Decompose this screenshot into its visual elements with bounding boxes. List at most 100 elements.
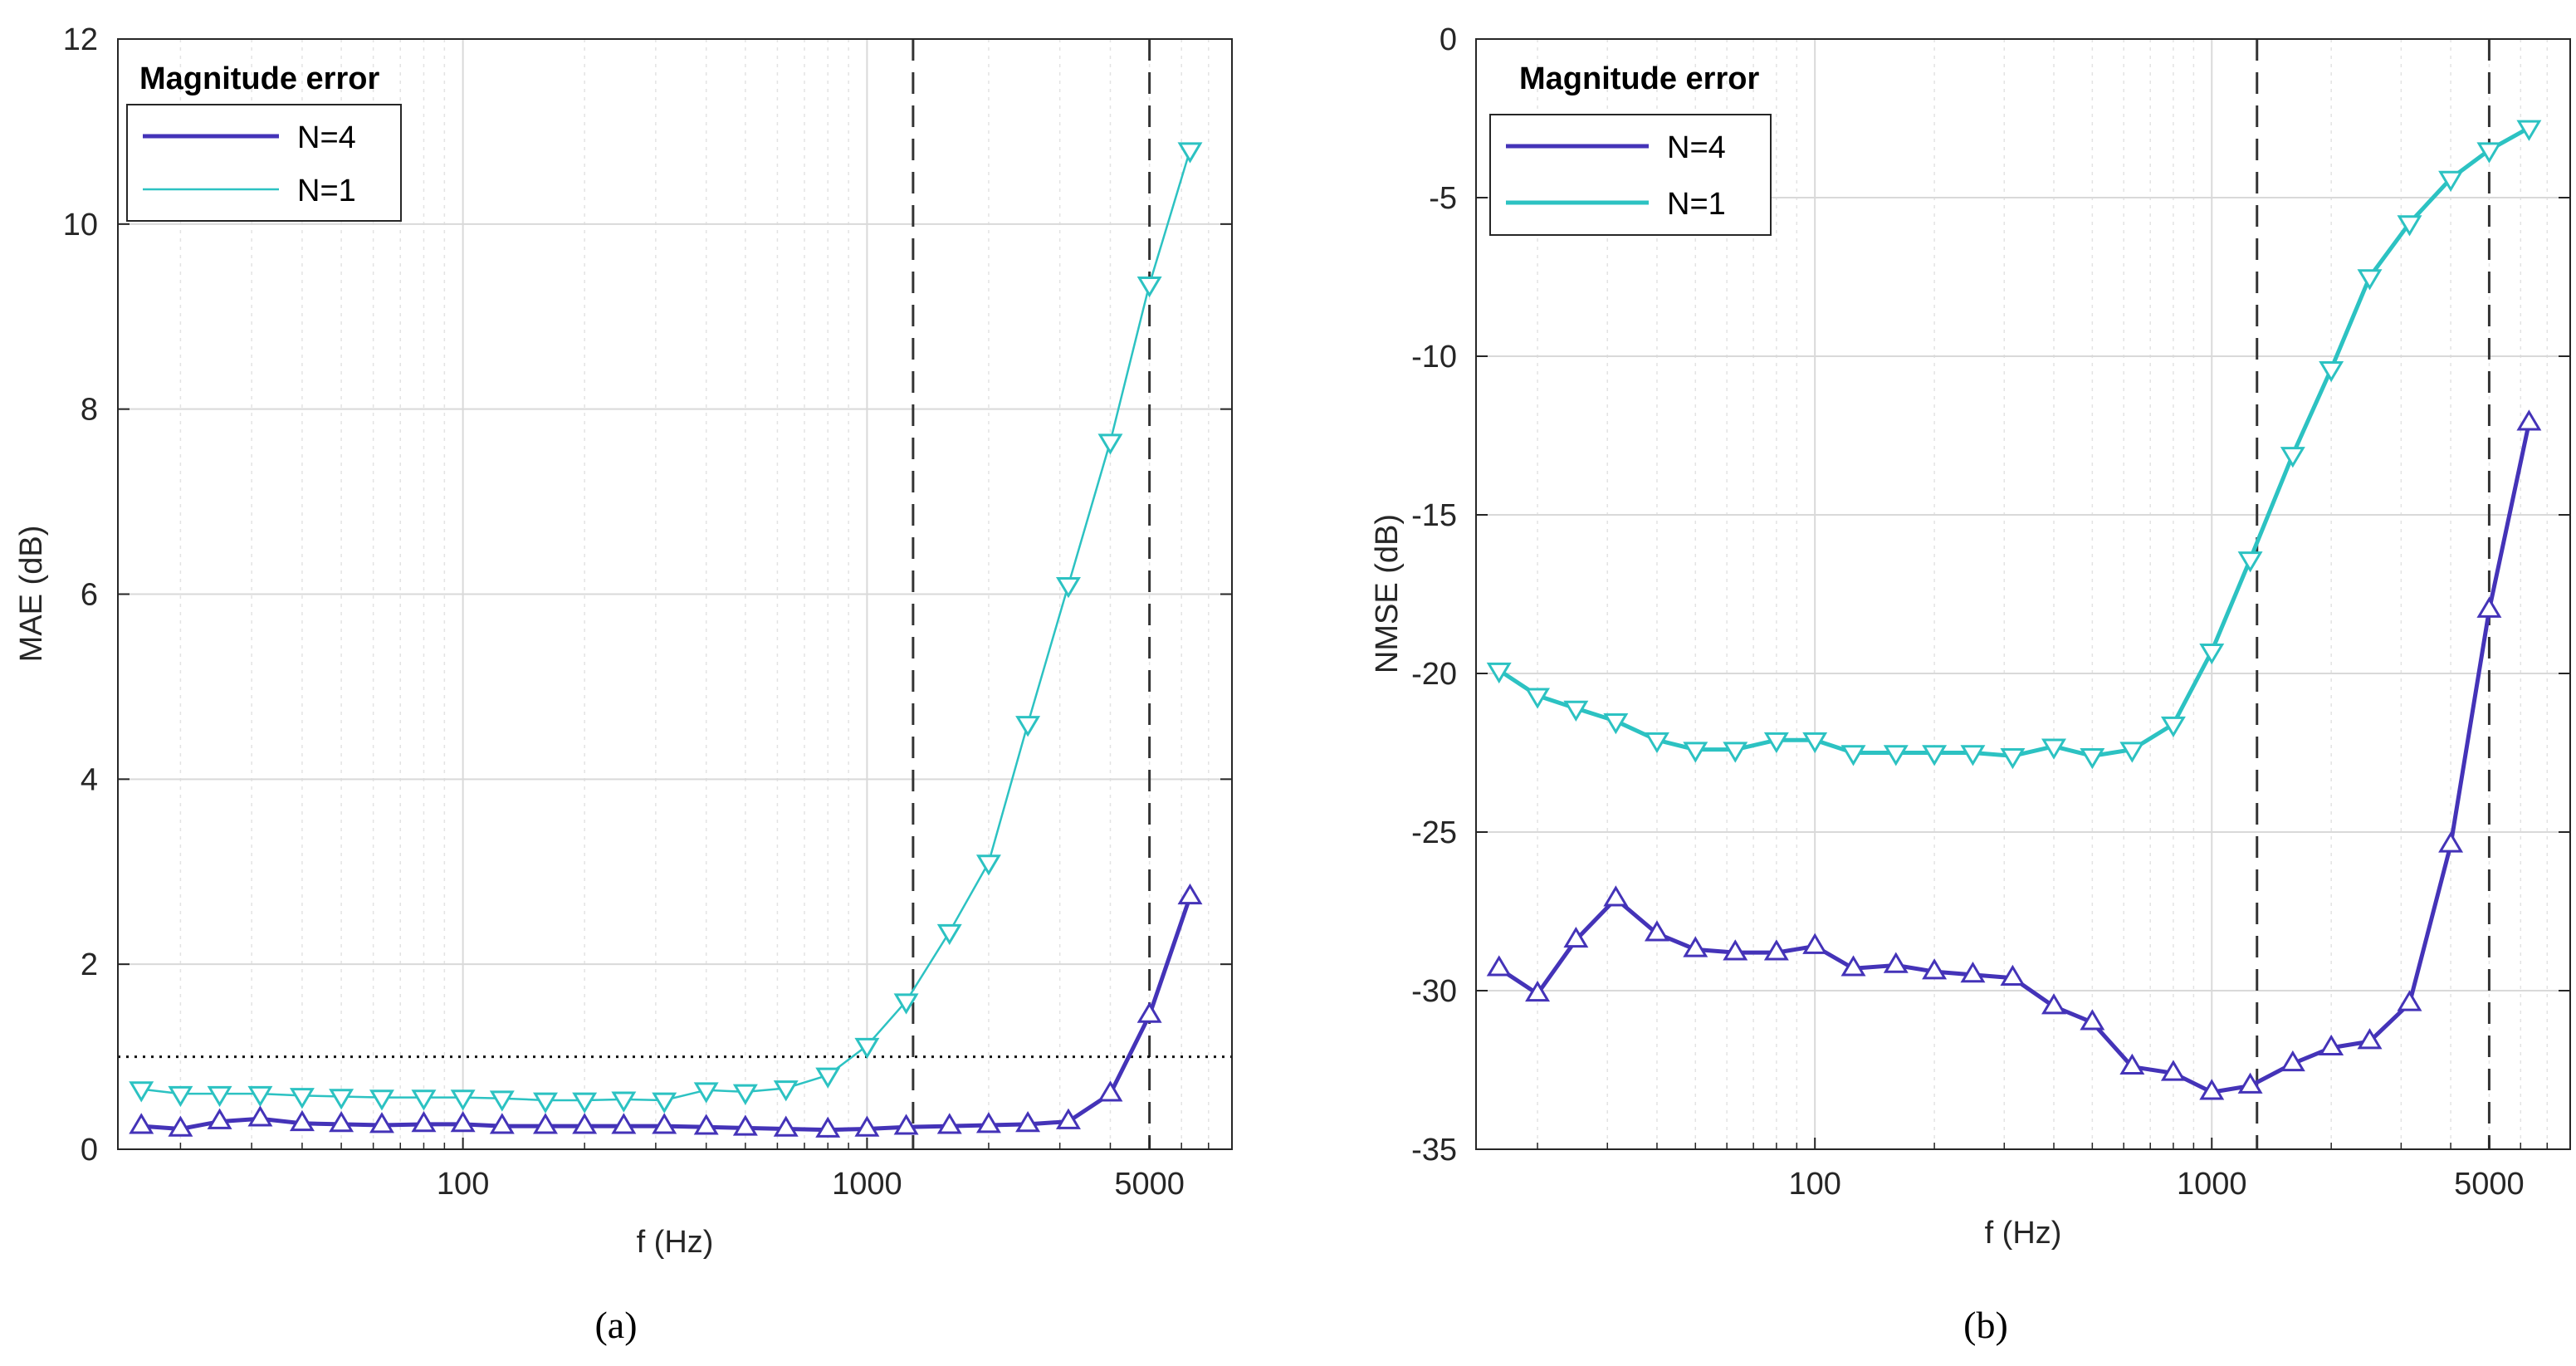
x-tick-label: 5000: [1114, 1167, 1185, 1202]
data-point-n1: [2516, 120, 2542, 141]
data-point-n1: [411, 1089, 437, 1111]
data-point-n4: [1015, 1110, 1041, 1133]
y-axis-label-a: MAE (dB): [14, 526, 49, 663]
x-tick-label: 1000: [832, 1167, 902, 1202]
data-point-n4: [854, 1115, 880, 1137]
data-point-n1: [854, 1037, 880, 1060]
data-point-n1: [1015, 716, 1041, 737]
data-point-n1: [1644, 732, 1669, 754]
data-point-n1: [369, 1089, 394, 1111]
data-point-n1: [1683, 742, 1708, 763]
data-point-n4: [1644, 920, 1669, 942]
data-point-n1: [1960, 745, 1986, 766]
data-point-n4: [2160, 1060, 2186, 1081]
data-point-n1: [1563, 700, 1589, 722]
data-point-n4: [1922, 958, 1948, 980]
data-point-n4: [369, 1112, 394, 1133]
data-point-n4: [247, 1105, 273, 1127]
legend-title-a: Magnitude error: [139, 61, 379, 96]
data-point-n1: [1723, 742, 1748, 763]
data-point-n4: [1883, 952, 1909, 973]
axes-box-b: [1475, 38, 2571, 1150]
data-point-n4: [893, 1114, 919, 1135]
data-point-n4: [1683, 936, 1708, 957]
x-tick-label: 5000: [2454, 1167, 2525, 1202]
data-point-n1: [2397, 215, 2422, 237]
y-tick-label: 0: [81, 1133, 98, 1168]
data-point-n1: [611, 1091, 637, 1113]
legend-a: Magnitude error N=4 N=1: [126, 61, 402, 222]
data-point-n1: [936, 923, 962, 946]
data-point-n4: [2041, 993, 2067, 1015]
data-point-n4: [1802, 933, 1828, 954]
data-point-n1: [732, 1084, 758, 1105]
data-point-n1: [2357, 269, 2383, 291]
data-point-n1: [129, 1081, 154, 1103]
data-point-n1: [533, 1092, 558, 1114]
legend-b: Magnitude error N=4 N=1: [1489, 61, 1772, 236]
data-point-n1: [489, 1090, 515, 1112]
data-point-n1: [652, 1092, 677, 1114]
data-point-n1: [1525, 688, 1551, 709]
data-point-n4: [2237, 1072, 2263, 1094]
series-b: [1486, 120, 2542, 1100]
x-tick-label: 100: [1789, 1167, 1841, 1202]
data-point-n4: [289, 1109, 315, 1132]
legend-box-b: [1489, 114, 1772, 236]
data-point-n4: [1097, 1080, 1123, 1102]
data-point-n1: [1840, 745, 1866, 766]
reference-lines-b: [2256, 39, 2490, 1149]
y-tick-label: 8: [81, 393, 98, 428]
y-tick-label: 12: [63, 22, 98, 57]
data-point-n4: [2119, 1053, 2145, 1075]
data-point-n1: [2160, 716, 2186, 738]
y-tick-label: -20: [1411, 657, 1457, 692]
ticks-b: 0 -5 -10 -15 -20 -25 -30 -35 100 1000 5000: [1411, 22, 2570, 1202]
data-point-n4: [693, 1114, 719, 1135]
data-point-n1: [1603, 713, 1629, 735]
data-point-n1: [247, 1085, 273, 1108]
data-point-n4: [1177, 883, 1203, 905]
legend-label-n1-b: N=1: [1667, 187, 1726, 222]
data-point-n1: [773, 1080, 799, 1102]
data-point-n4: [1136, 1001, 1162, 1023]
data-point-n1: [207, 1085, 232, 1108]
y-tick-label: 10: [63, 208, 98, 242]
data-point-n4: [533, 1113, 558, 1134]
data-point-n4: [815, 1116, 841, 1138]
data-point-n1: [893, 993, 919, 1015]
data-point-n1: [572, 1092, 598, 1114]
data-point-n1: [975, 854, 1001, 876]
data-point-n1: [1922, 745, 1948, 766]
data-point-n4: [1525, 980, 1551, 1002]
y-tick-label: 2: [81, 947, 98, 982]
data-point-n1: [1802, 732, 1828, 754]
panel-label-b: (b): [1963, 1304, 2008, 1346]
data-point-n4: [2080, 1009, 2105, 1031]
chart-panel-a: 0 2 4 6 8 10 12 100 1000 5000 f (Hz) MAE (dB) Mag…: [14, 22, 1233, 1346]
data-point-n4: [1563, 926, 1589, 948]
data-point-n4: [1486, 955, 1512, 977]
y-tick-label: -15: [1411, 498, 1457, 533]
data-point-n4: [2476, 596, 2502, 618]
y-tick-label: -35: [1411, 1133, 1457, 1168]
y-tick-label: -10: [1411, 340, 1457, 375]
data-point-n4: [2397, 990, 2422, 1011]
data-point-n4: [2516, 409, 2542, 431]
data-point-n4: [2319, 1034, 2344, 1056]
data-point-n1: [450, 1089, 476, 1111]
data-point-n4: [329, 1110, 354, 1133]
data-point-n4: [936, 1113, 962, 1134]
data-point-n4: [2199, 1079, 2225, 1100]
data-point-n1: [1883, 745, 1909, 766]
y-tick-label: -5: [1429, 181, 1457, 216]
data-point-n1: [2199, 643, 2225, 665]
data-point-n4: [129, 1113, 154, 1134]
y-tick-label: -30: [1411, 974, 1457, 1009]
data-point-n4: [411, 1110, 437, 1133]
data-point-n1: [2237, 551, 2263, 573]
y-tick-label: 4: [81, 762, 98, 797]
reference-lines-a: [118, 39, 1232, 1149]
